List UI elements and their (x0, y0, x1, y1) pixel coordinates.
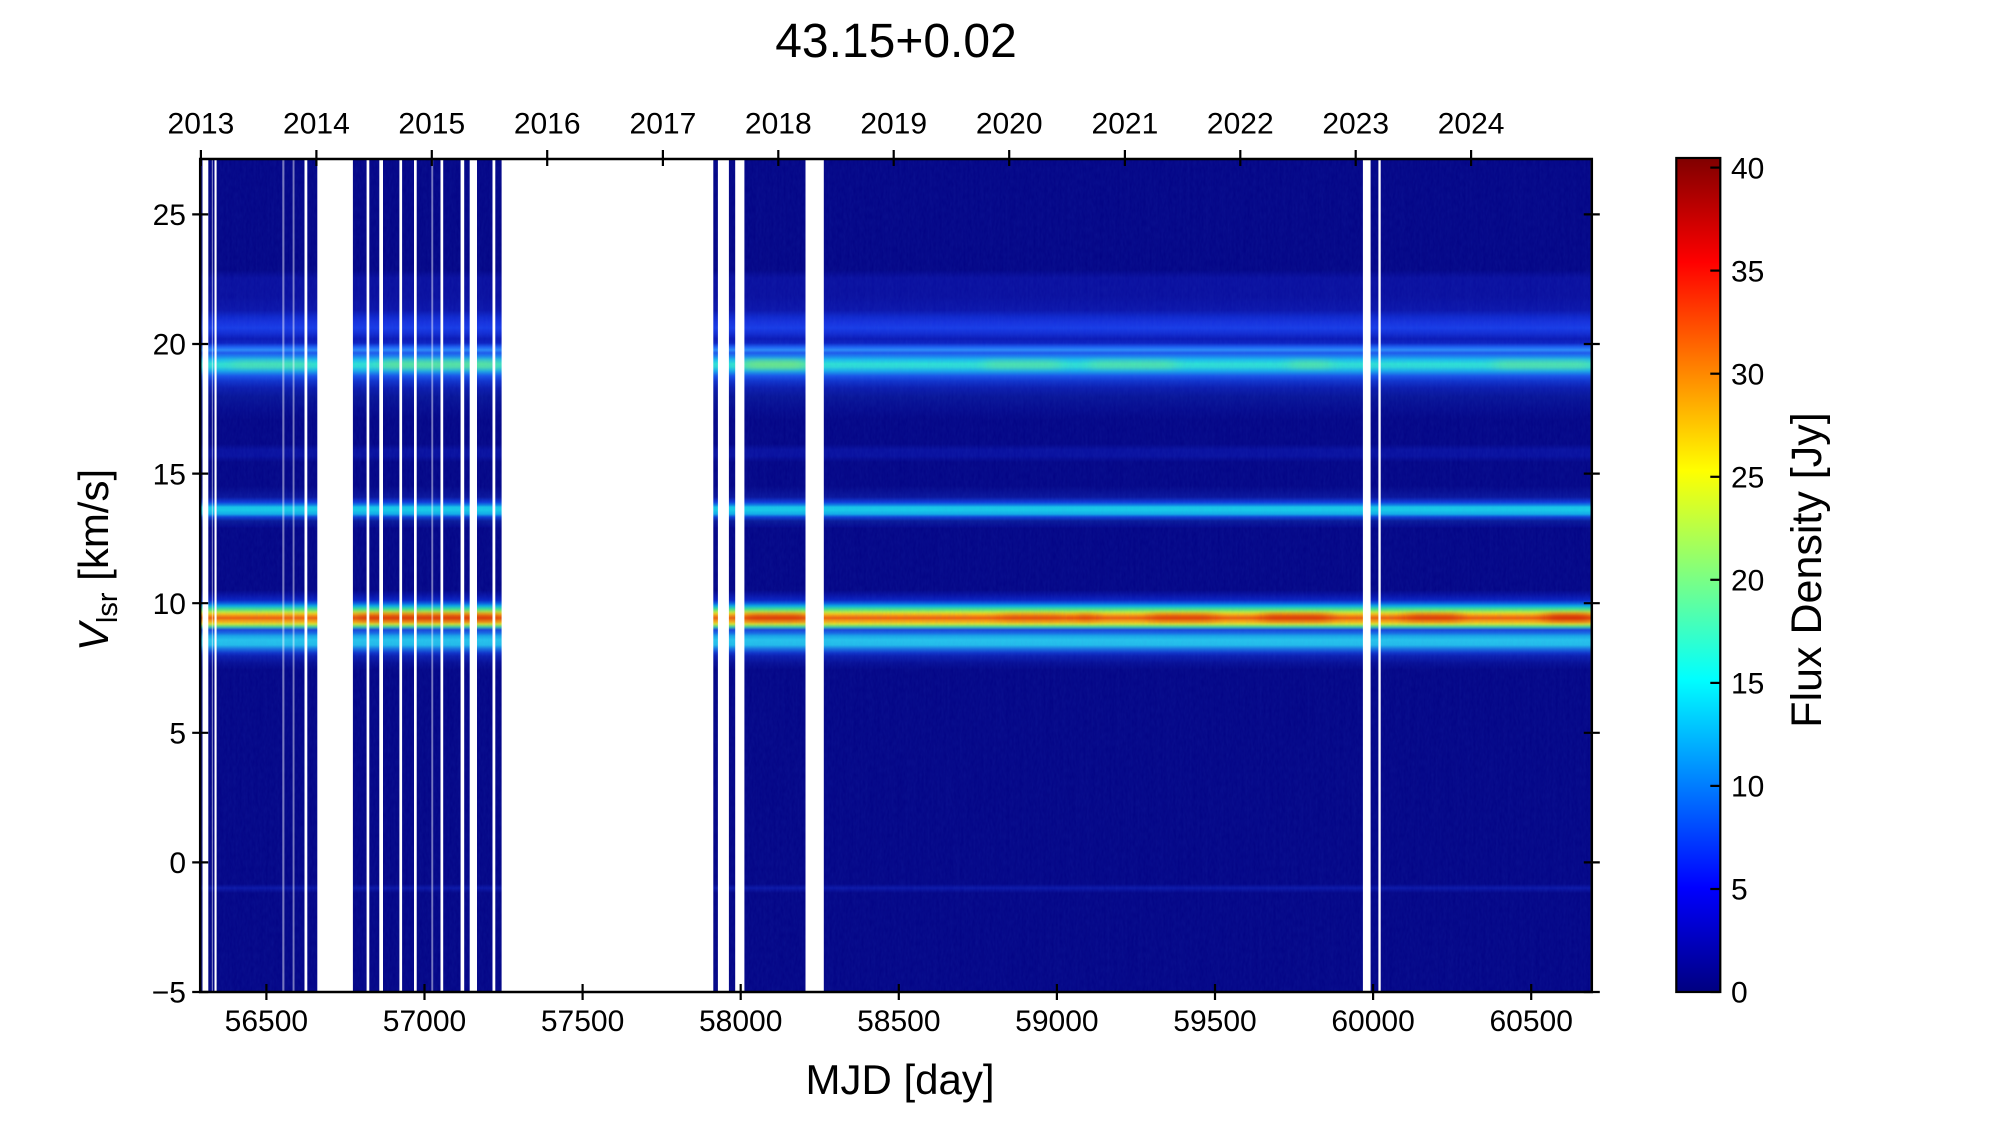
svg-text:0: 0 (169, 847, 186, 880)
svg-text:20: 20 (1731, 565, 1764, 598)
svg-text:59500: 59500 (1173, 1005, 1256, 1038)
svg-text:−5: −5 (152, 977, 186, 1010)
svg-text:2018: 2018 (745, 108, 812, 141)
svg-text:Vlsr [km/s]: Vlsr [km/s] (70, 469, 124, 651)
svg-text:2021: 2021 (1092, 108, 1159, 141)
svg-text:0: 0 (1731, 977, 1748, 1010)
svg-text:10: 10 (153, 588, 186, 621)
svg-text:2023: 2023 (1322, 108, 1389, 141)
svg-text:43.15+0.02: 43.15+0.02 (775, 15, 1017, 68)
svg-text:2016: 2016 (514, 108, 581, 141)
svg-text:2024: 2024 (1438, 108, 1505, 141)
svg-text:20: 20 (153, 329, 186, 362)
svg-text:2015: 2015 (398, 108, 465, 141)
svg-text:25: 25 (153, 199, 186, 232)
svg-text:2013: 2013 (168, 108, 235, 141)
svg-text:57000: 57000 (383, 1005, 466, 1038)
svg-text:57500: 57500 (541, 1005, 624, 1038)
svg-text:35: 35 (1731, 255, 1764, 288)
svg-text:2022: 2022 (1207, 108, 1274, 141)
svg-text:2014: 2014 (283, 108, 350, 141)
svg-text:10: 10 (1731, 771, 1764, 804)
svg-text:60500: 60500 (1489, 1005, 1572, 1038)
svg-text:58000: 58000 (699, 1005, 782, 1038)
svg-text:Flux Density [Jy]: Flux Density [Jy] (1783, 412, 1831, 727)
svg-text:59000: 59000 (1015, 1005, 1098, 1038)
svg-text:15: 15 (1731, 668, 1764, 701)
svg-text:25: 25 (1731, 461, 1764, 494)
svg-text:58500: 58500 (857, 1005, 940, 1038)
svg-text:2019: 2019 (860, 108, 927, 141)
svg-text:60000: 60000 (1331, 1005, 1414, 1038)
svg-text:40: 40 (1731, 152, 1764, 185)
svg-text:56500: 56500 (225, 1005, 308, 1038)
svg-text:2017: 2017 (630, 108, 697, 141)
svg-text:MJD [day]: MJD [day] (805, 1056, 994, 1103)
svg-text:5: 5 (1731, 874, 1748, 907)
svg-text:5: 5 (169, 718, 186, 751)
svg-text:15: 15 (153, 458, 186, 491)
svg-text:2020: 2020 (976, 108, 1043, 141)
svg-text:30: 30 (1731, 358, 1764, 391)
